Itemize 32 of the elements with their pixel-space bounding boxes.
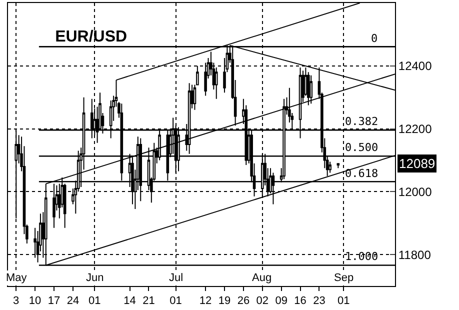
annotation: 12089 bbox=[399, 156, 436, 171]
x-tick-label: 17 bbox=[48, 295, 60, 308]
x2-tick-label: Jun bbox=[86, 272, 104, 284]
x-tick-label: 16 bbox=[294, 295, 306, 308]
x-tick-label: 3 bbox=[13, 295, 20, 308]
x-tick-label: 12 bbox=[199, 295, 212, 308]
annotation: 1.000 bbox=[345, 250, 378, 263]
y-tick-label: 12400 bbox=[398, 59, 432, 74]
annotation: 0.618 bbox=[345, 167, 378, 180]
x-tick-label: 01 bbox=[170, 295, 182, 308]
x2-tick-label: May bbox=[6, 272, 28, 284]
x-tick-label: 10 bbox=[28, 295, 42, 308]
annotation: 0.382 bbox=[345, 115, 378, 128]
x2-tick-label: Jul bbox=[169, 272, 184, 284]
x-tick-label: 01 bbox=[337, 295, 350, 308]
annotation: 0.500 bbox=[345, 141, 378, 154]
y-tick-label: 12000 bbox=[398, 184, 432, 199]
x2-tick-label: Aug bbox=[252, 272, 272, 284]
y-tick-label: 12200 bbox=[398, 122, 432, 136]
x-tick-label: 09 bbox=[275, 295, 288, 308]
x-tick-label: 14 bbox=[124, 295, 136, 308]
x2-tick-label: Sep bbox=[334, 272, 354, 284]
text: EUR/USD bbox=[55, 28, 128, 46]
y-tick-label: 11800 bbox=[398, 248, 432, 262]
annotation: 0 bbox=[371, 32, 378, 45]
x-tick-label: 26 bbox=[237, 295, 250, 308]
x-tick-label: 24 bbox=[66, 295, 80, 308]
x-tick-label: 21 bbox=[142, 295, 155, 308]
x-tick-label: 23 bbox=[313, 295, 326, 308]
x-tick-label: 02 bbox=[256, 295, 269, 308]
x-tick-label: 19 bbox=[218, 295, 231, 308]
x-tick-label: 01 bbox=[88, 295, 101, 308]
